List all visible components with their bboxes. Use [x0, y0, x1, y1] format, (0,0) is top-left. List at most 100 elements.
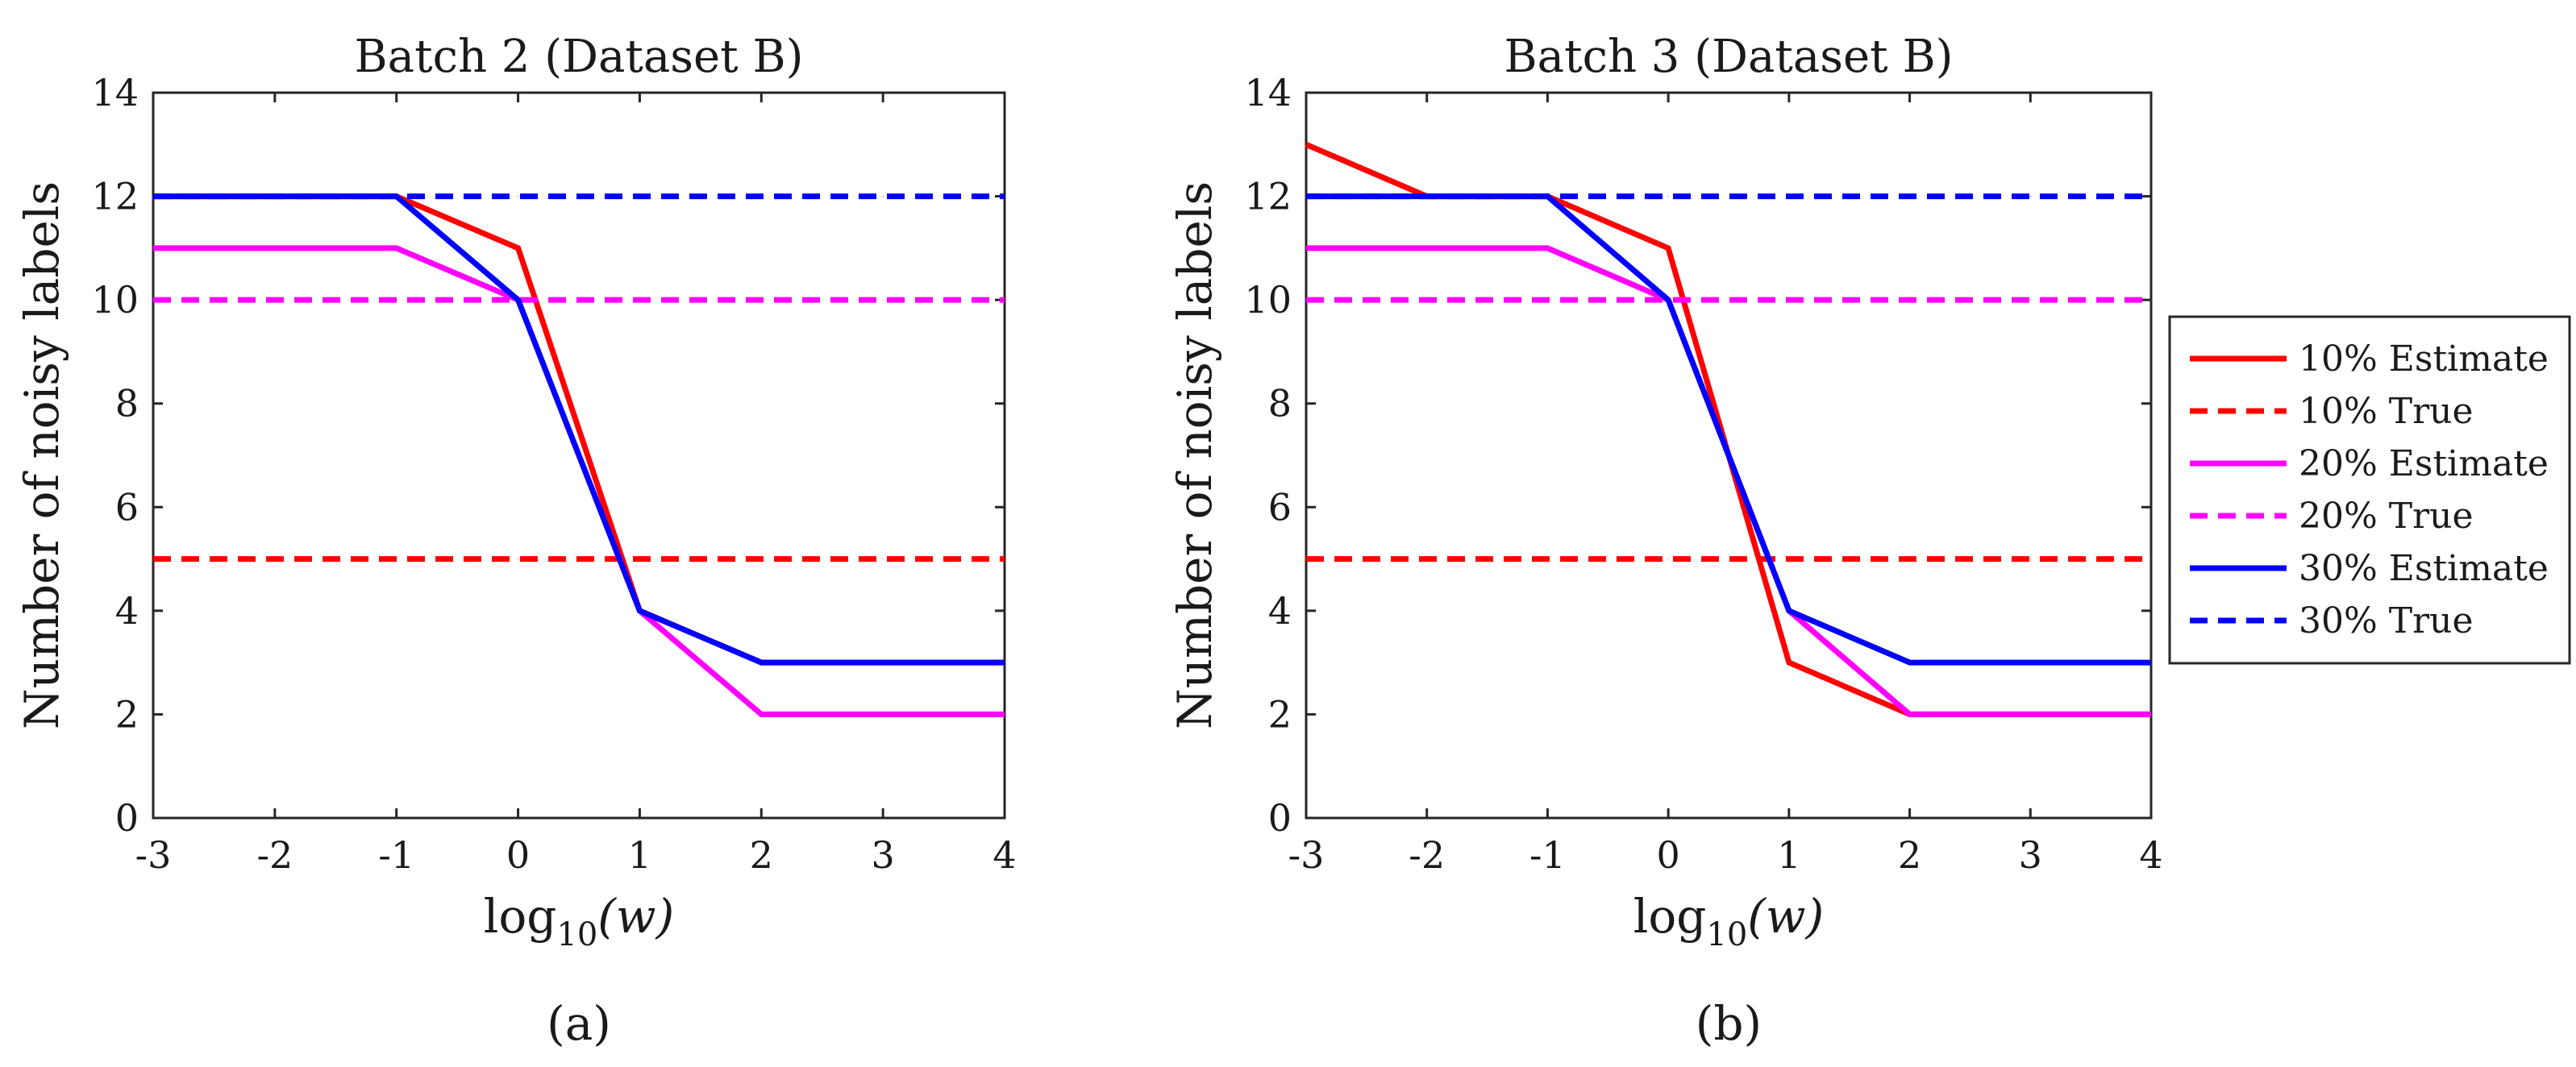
data-point: [1426, 558, 1428, 560]
data-point: [1909, 196, 1911, 197]
x-tick-label: 2: [750, 833, 773, 877]
panel-caption: (a): [547, 996, 611, 1051]
data-point: [882, 558, 884, 560]
data-point: [152, 196, 154, 197]
data-point: [152, 247, 154, 249]
x-tick-label: -1: [378, 833, 414, 877]
x-tick-label: -2: [256, 833, 293, 877]
data-point: [2029, 662, 2031, 663]
data-point: [152, 558, 154, 560]
data-point: [1305, 558, 1307, 560]
x-axis-label-subscript: 10: [1706, 916, 1747, 953]
series-line-30-estimate: [1306, 193, 2151, 666]
chart-title: Batch 2 (Dataset B): [355, 31, 804, 83]
data-point: [2029, 299, 2031, 301]
data-point: [1667, 558, 1669, 560]
data-point: [2150, 299, 2152, 301]
x-tick-label: -3: [1288, 833, 1325, 877]
data-point: [1546, 558, 1548, 560]
data-point: [760, 196, 762, 197]
y-tick-label: 6: [1268, 485, 1292, 529]
x-tick-label: -2: [1409, 833, 1445, 877]
data-point: [152, 299, 154, 301]
data-point: [1909, 558, 1911, 560]
y-tick-label: 8: [1268, 382, 1292, 426]
data-point: [760, 713, 762, 715]
x-axis-label: log10(w): [484, 889, 674, 953]
data-point: [1305, 143, 1307, 145]
data-point: [1305, 299, 1307, 301]
y-tick-label: 2: [115, 692, 139, 736]
y-tick-label: 10: [91, 278, 139, 322]
data-point: [1426, 299, 1428, 301]
y-tick-label: 14: [1244, 71, 1292, 114]
chart-title: Batch 3 (Dataset B): [1504, 31, 1954, 83]
x-tick-label: 3: [2019, 833, 2042, 877]
y-tick-label: 0: [115, 796, 139, 840]
data-point: [882, 713, 884, 715]
x-axis-label-subscript: 10: [556, 916, 597, 953]
y-tick-label: 14: [91, 71, 139, 114]
data-point: [882, 299, 884, 301]
legend-label: 30% Estimate: [2299, 548, 2549, 589]
data-point: [639, 610, 640, 612]
x-tick-label: -1: [1529, 833, 1566, 877]
data-point: [2150, 662, 2152, 663]
legend-label: 10% Estimate: [2299, 338, 2549, 380]
x-tick-label: 0: [506, 833, 530, 877]
x-axis-label-base: log: [1633, 889, 1707, 944]
legend-label: 10% True: [2299, 391, 2474, 432]
x-tick-label: 1: [1777, 833, 1800, 877]
data-point: [1909, 299, 1911, 301]
legend-label: 30% True: [2299, 600, 2474, 641]
data-point: [760, 662, 762, 663]
x-tick-label: 4: [2139, 833, 2162, 877]
data-point: [1305, 196, 1307, 197]
data-point: [1667, 247, 1669, 249]
y-tick-label: 12: [91, 175, 139, 218]
data-point: [2029, 196, 2031, 197]
data-point: [1788, 196, 1790, 197]
x-tick-label: 1: [628, 833, 651, 877]
x-axis-label-base: log: [484, 889, 557, 944]
y-tick-label: 8: [115, 382, 139, 426]
data-point: [1546, 299, 1548, 301]
x-axis-label: log10(w): [1633, 889, 1824, 953]
data-point: [760, 558, 762, 560]
data-point: [1426, 247, 1428, 249]
data-point: [2150, 713, 2152, 715]
data-point: [639, 299, 640, 301]
data-point: [1667, 196, 1669, 197]
data-point: [2150, 558, 2152, 560]
data-point: [882, 196, 884, 197]
data-point: [639, 558, 640, 560]
data-point: [1788, 299, 1790, 301]
x-axis-label-arg: (w): [597, 889, 674, 944]
data-point: [274, 558, 276, 560]
data-point: [396, 196, 397, 197]
x-axis-label-arg: (w): [1747, 889, 1824, 944]
y-tick-label: 12: [1244, 175, 1292, 218]
data-point: [1667, 299, 1669, 301]
y-tick-label: 0: [1268, 796, 1292, 840]
data-point: [1426, 196, 1428, 197]
data-point: [1788, 558, 1790, 560]
x-tick-label: 2: [1898, 833, 1921, 877]
legend-label: 20% True: [2299, 496, 2474, 537]
legend-label: 20% Estimate: [2299, 443, 2549, 484]
data-point: [1788, 662, 1790, 663]
data-point: [1909, 662, 1911, 663]
data-point: [396, 558, 397, 560]
data-point: [1305, 247, 1307, 249]
data-point: [2029, 558, 2031, 560]
data-point: [396, 299, 397, 301]
y-axis-label: Number of noisy labels: [15, 181, 69, 729]
data-point: [274, 299, 276, 301]
y-tick-label: 4: [115, 589, 139, 633]
data-point: [2029, 713, 2031, 715]
panel-caption: (b): [1696, 996, 1762, 1051]
y-axis-label: Number of noisy labels: [1167, 181, 1222, 729]
